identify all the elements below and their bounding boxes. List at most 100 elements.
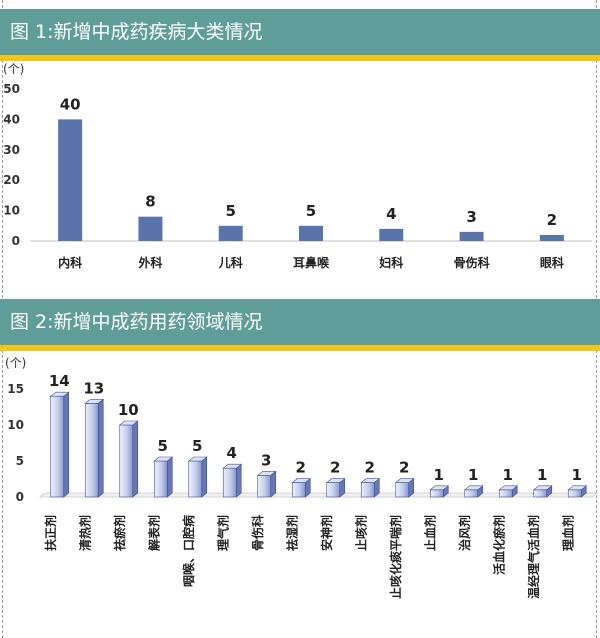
chart1-title-underline (0, 55, 600, 61)
chart2-data-label: 1 (468, 466, 478, 484)
chart2-category-label: 安神剂 (319, 515, 334, 551)
chart2-bar-side (132, 420, 139, 498)
chart2-bar (360, 482, 375, 498)
chart2-category-label: 清热剂 (77, 515, 92, 551)
chart2-bar-side (201, 456, 208, 498)
chart1-category-label: 儿科 (218, 255, 243, 270)
chart1-category-label: 外科 (138, 255, 162, 270)
chart2-bar-top (463, 485, 484, 491)
chart2-bar-top (256, 471, 277, 476)
chart2-bar (395, 482, 410, 498)
chart1-category-label: 眼科 (540, 255, 564, 270)
chart2-plot: (个) 0 5 10 15 14 扶正剂 13 清热剂 10 祛瘀剂 5 解表剂 5 咽喉、口腔病 4 理气剂 3… (5, 356, 599, 599)
chart2-bar (533, 489, 548, 498)
chart2-bar-top (187, 456, 208, 462)
chart2-data-label: 1 (537, 466, 547, 484)
chart2-title-underline (0, 345, 600, 351)
chart2-bar-side (63, 391, 70, 498)
chart2-ytick-label: 5 (16, 454, 24, 468)
chart2-data-label: 1 (503, 466, 513, 484)
chart1-bar (459, 231, 484, 241)
chart2-bar-side (270, 470, 277, 498)
chart2-bar-side (235, 463, 242, 498)
chart2-data-label: 2 (365, 459, 375, 477)
chart2-bar (222, 467, 237, 498)
chart2-bar (84, 403, 99, 498)
chart2-bar-top (567, 485, 588, 491)
chart2-bar (464, 489, 479, 498)
chart1-ytick-label: 0 (12, 234, 20, 248)
chart2-bar (257, 475, 272, 498)
chart2-data-label: 14 (49, 372, 70, 390)
chart2-category-label: 祛瘀剂 (112, 515, 127, 551)
chart2-category-label: 咽喉、口腔病 (181, 515, 196, 587)
chart1-data-label: 4 (386, 205, 396, 223)
chart1-bar (58, 119, 83, 241)
chart2-category-label: 活血化瘀剂 (491, 515, 506, 575)
chart2-data-label: 5 (192, 437, 202, 455)
chart2-bar (50, 395, 65, 498)
chart1-category-label: 妇科 (378, 255, 403, 270)
chart2-bar (567, 489, 582, 498)
chart2-category-label: 止咳剂 (353, 515, 368, 551)
chart2-category-label: 祛湿剂 (284, 515, 299, 551)
chart1-bar (299, 225, 323, 241)
chart1-category-label: 内科 (58, 255, 82, 270)
chart2-bar (153, 460, 168, 498)
chart1-data-label: 2 (547, 211, 557, 229)
chart2-bar (188, 460, 203, 498)
chart2-data-label: 2 (330, 459, 340, 477)
chart2-bar-top (498, 485, 519, 491)
chart2-ytick-label: 0 (16, 490, 24, 504)
chart2-bar-top (532, 485, 553, 491)
chart2-data-label: 3 (261, 451, 271, 469)
chart2-bar-top (118, 420, 139, 426)
chart2-data-label: 10 (118, 401, 139, 419)
chart1-ytick-label: 30 (3, 143, 20, 157)
chart1-title: 图 1:新增中成药疾病大类情况 (0, 9, 600, 55)
chart2-bar (119, 424, 134, 498)
chart1-ytick-label: 10 (3, 204, 20, 218)
chart1-data-label: 8 (145, 193, 155, 211)
chart2-category-label: 扶正剂 (43, 515, 58, 551)
chart2-bar-top (394, 478, 415, 483)
chart1-ytick-label: 50 (3, 82, 20, 96)
chart2-category-label: 骨伤科 (250, 515, 265, 551)
chart1-ytick-label: 20 (3, 173, 20, 187)
chart2-bar-side (97, 398, 104, 498)
chart1-data-label: 5 (306, 202, 316, 220)
chart2-unit-label: (个) (5, 356, 26, 370)
chart1-bar (539, 234, 564, 241)
chart2-title: 图 2:新增中成药用药领域情况 (0, 299, 600, 345)
chart2-category-label: 止血剂 (422, 515, 437, 551)
chart2-bar-top (84, 399, 105, 404)
chart2-category-label: 温经理气活血剂 (526, 515, 541, 599)
chart2-category-label: 理血剂 (560, 515, 575, 551)
chart1-bar (138, 216, 163, 241)
chart2-data-label: 4 (227, 444, 237, 462)
chart2-bar (291, 482, 306, 498)
chart1-plot: (个) 0 10 20 30 40 50 40 内科 8 外科 5 儿科 5 耳鼻喉 4 妇科 3 骨伤科 2 眼科 (3, 62, 592, 270)
chart2-data-label: 1 (572, 466, 582, 484)
chart2-bar-top (360, 478, 381, 483)
chart2-bar (429, 489, 444, 498)
chart1-data-label: 5 (225, 202, 235, 220)
chart1-data-label: 3 (466, 208, 476, 226)
chart1-category-label: 骨伤科 (454, 255, 490, 270)
chart1-data-label: 40 (60, 95, 81, 113)
chart1-ytick-label: 40 (3, 112, 20, 126)
chart2-bar-top (291, 478, 312, 483)
chart2-bar-top (325, 478, 346, 483)
chart1-category-label: 耳鼻喉 (293, 255, 330, 270)
chart2-category-label: 解表剂 (146, 515, 161, 551)
chart2-data-label: 2 (399, 459, 409, 477)
chart2-bar-top (49, 391, 70, 397)
chart2-category-label: 止咳化痰平喘剂 (388, 515, 403, 599)
chart2-bar-top (429, 485, 450, 491)
chart2-data-label: 1 (434, 466, 444, 484)
chart2-category-label: 理气剂 (215, 515, 230, 551)
chart2-bar-top (153, 456, 174, 462)
chart2-category-label: 治风剂 (457, 515, 472, 551)
chart1-unit-label: (个) (3, 62, 24, 76)
chart2-ytick-label: 15 (7, 382, 24, 396)
